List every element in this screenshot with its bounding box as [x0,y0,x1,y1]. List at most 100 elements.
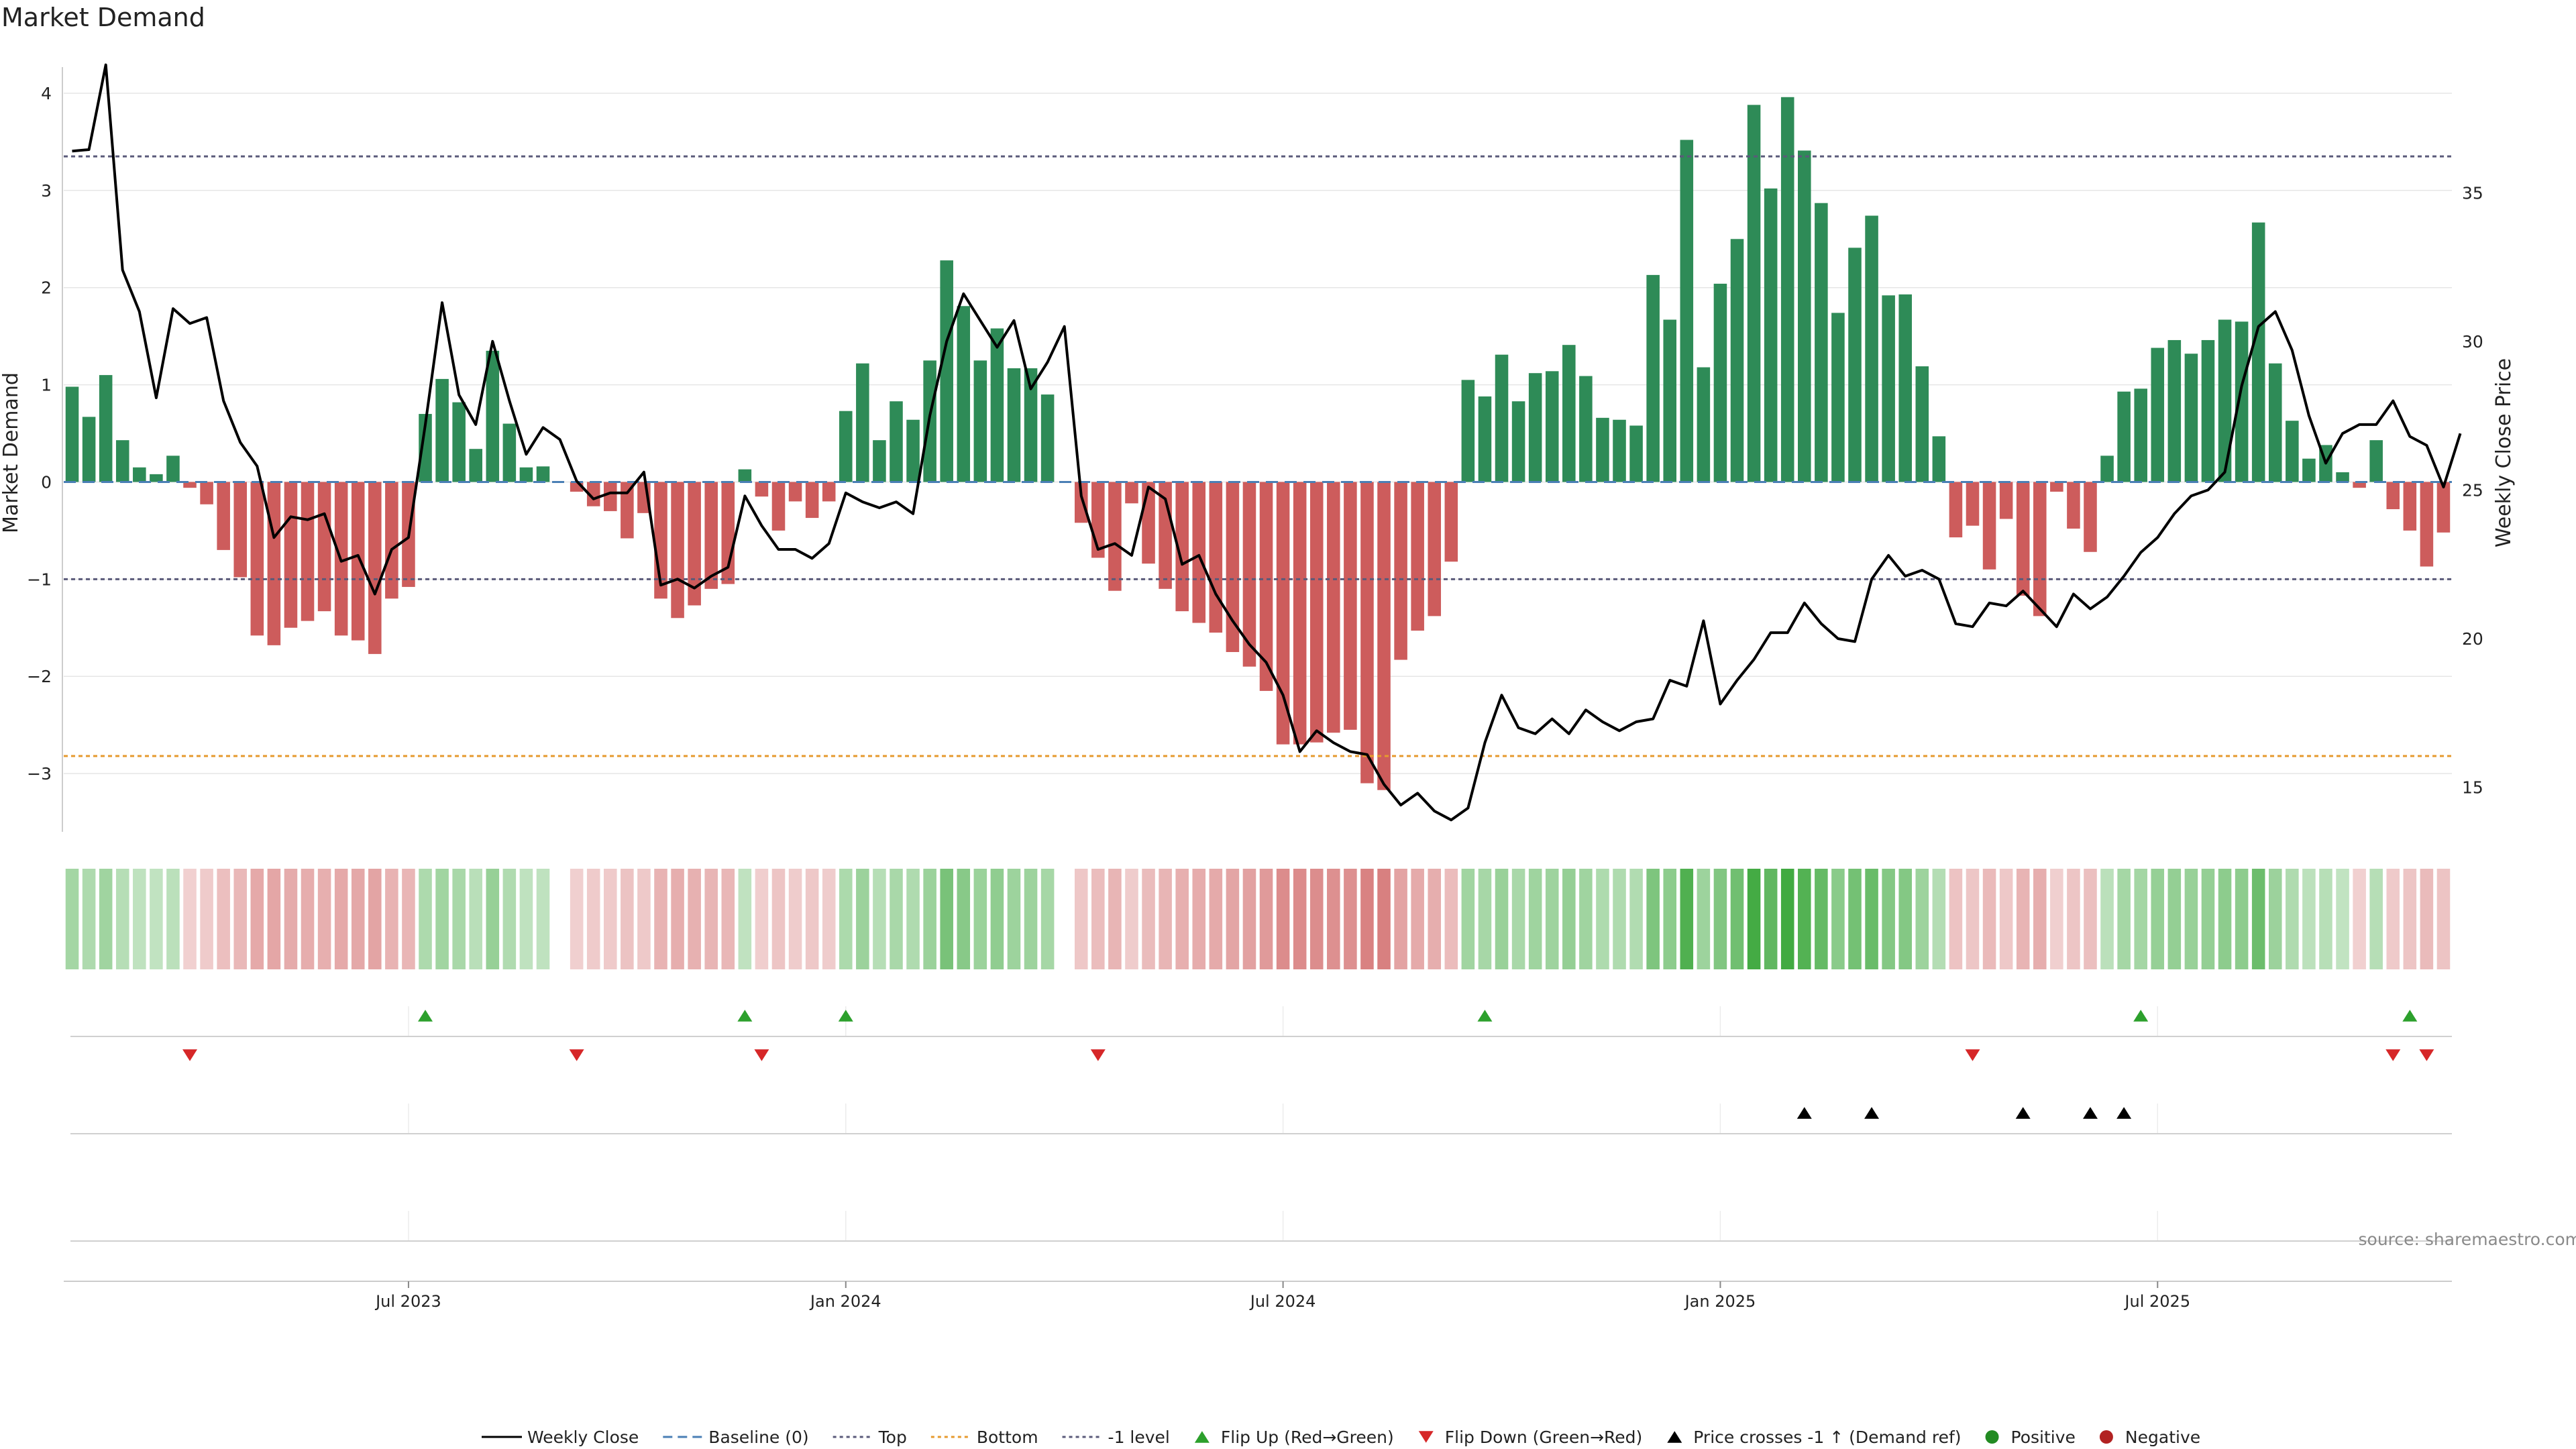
heat-cell [1159,869,1172,969]
demand-bar [1680,140,1694,482]
heat-cell [2436,869,2451,969]
heat-cell [771,869,786,969]
heat-cell [1562,869,1576,969]
heat-cell [1511,869,1525,969]
heat-cell [990,869,1004,969]
heat-cell [873,869,886,969]
demand-bar [2302,458,2316,482]
demand-bar [2336,472,2349,482]
demand-bar [1226,482,1240,652]
demand-bar [990,328,1004,482]
heat-cell [671,869,684,969]
heat-cell [1040,869,1055,969]
demand-bar [1528,373,1542,482]
demand-bar [267,482,281,645]
price-cross-marker [2015,1107,2031,1119]
demand-bar [317,482,331,612]
heat-cell [250,869,264,969]
demand-bar [1209,482,1223,633]
demand-bar [368,482,382,654]
heat-cell [1428,869,1442,969]
price-cross-marker [2082,1107,2098,1119]
demand-bar [2420,482,2434,567]
heat-cell [1394,869,1407,969]
heat-cell [2167,869,2182,969]
demand-bar [2353,482,2366,488]
demand-bar [1007,368,1021,482]
demand-bar [200,482,213,504]
demand-bar [957,306,971,482]
demand-bar [82,417,96,482]
heat-cell [1293,869,1307,969]
heat-cell [1982,869,1996,969]
demand-bar [805,482,819,519]
y-axis-label: Market Demand [0,372,23,533]
demand-bar [2386,482,2400,510]
heat-cell [2100,869,2114,969]
legend-label: Bottom [977,1428,1038,1447]
heat-cell [621,869,634,969]
demand-bar [1848,248,1862,482]
demand-bar [1276,482,1290,745]
heat-cell [402,869,415,969]
x-tick-label: Jan 2024 [809,1292,881,1311]
legend-label: -1 level [1108,1428,1170,1447]
heat-cell [166,869,180,969]
x-tick-label: Jul 2025 [2123,1292,2190,1311]
heat-cell [1815,869,1828,969]
y2-axis-label: Weekly Close Price [2492,358,2516,547]
heat-cell [1360,869,1374,969]
demand-bar [1495,354,1509,482]
flip-up-marker [737,1010,753,1022]
y-tick-label: −3 [27,764,52,784]
flip-down-marker [2385,1049,2401,1061]
heat-cell [2151,869,2165,969]
demand-bar [1511,401,1525,482]
demand-bar [1815,203,1828,482]
heat-cell [822,869,836,969]
demand-bar [1747,105,1761,482]
weekly-close-line [72,63,2462,822]
demand-bar [822,482,836,502]
demand-bar [1730,239,1744,482]
heat-cell [2235,869,2249,969]
heat-cell [1242,869,1256,969]
heat-cell [1444,869,1458,969]
demand-bar [688,482,701,606]
flip-down-marker [754,1049,769,1061]
heat-cell [2420,869,2434,969]
x-tick-label: Jul 2024 [1249,1292,1316,1311]
heat-cell [570,869,584,969]
heat-cell [2016,869,2030,969]
heat-cell [1596,869,1609,969]
y2-tick-label: 25 [2462,480,2483,500]
demand-bar [2117,391,2131,482]
heat-cell [2369,869,2383,969]
demand-bar [385,482,398,599]
demand-bar [250,482,264,636]
demand-bar [671,482,684,619]
demand-bar [419,414,432,482]
heat-cell [1780,869,1794,969]
heat-cell [502,869,517,969]
heat-cell [419,869,432,969]
legend-label: Flip Down (Green→Red) [1445,1428,1643,1447]
demand-bar [1309,482,1324,743]
heat-cell [654,869,667,969]
y-tick-label: 3 [41,181,52,201]
demand-bar [233,482,248,578]
demand-bar [788,482,802,502]
price-cross-marker [1796,1107,1812,1119]
demand-bar [738,469,752,482]
heat-cell [1949,869,1963,969]
demand-bar [2369,440,2383,482]
heat-cell [1613,869,1626,969]
demand-bar [1074,482,1088,523]
demand-bar [150,474,163,482]
demand-bar [755,482,769,497]
heat-cell [1192,869,1206,969]
demand-bar [2436,482,2451,533]
heat-cell [1259,869,1273,969]
heat-cell [704,869,718,969]
heat-cell [2403,869,2417,969]
